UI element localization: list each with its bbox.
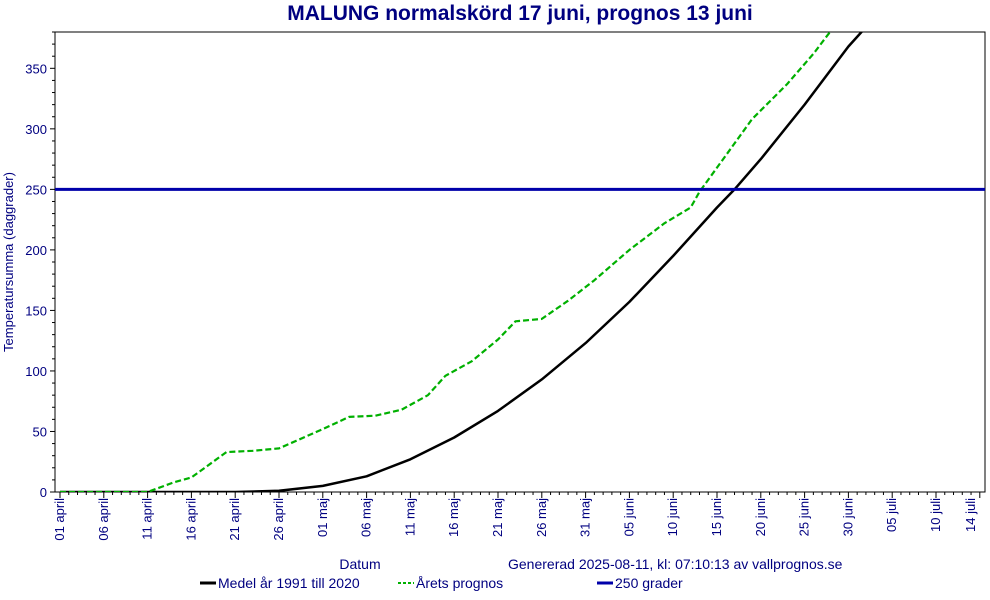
generated-note: Genererad 2025-08-11, kl: 07:10:13 av va…: [508, 556, 843, 572]
x-tick-label: 26 april: [271, 498, 286, 541]
y-tick-label: 300: [25, 122, 47, 137]
x-tick-label: 01 maj: [315, 498, 330, 537]
chart-title: MALUNG normalskörd 17 juni, prognos 13 j…: [287, 2, 753, 25]
x-tick-label: 16 maj: [446, 498, 461, 537]
series-line-1: [60, 32, 832, 492]
x-tick-label: 06 april: [96, 498, 111, 541]
x-tick-label: 11 april: [140, 498, 155, 540]
y-tick-label: 250: [25, 182, 47, 197]
x-tick-label: 10 juli: [928, 498, 943, 532]
legend-item: 250 grader: [597, 575, 683, 591]
y-tick-label: 350: [25, 61, 47, 76]
x-axis-label: Datum: [339, 556, 380, 572]
y-tick-label: 50: [33, 424, 47, 439]
legend: Medel år 1991 till 2020 Årets prognos 250 …: [200, 575, 683, 591]
y-tick-label: 0: [40, 485, 47, 500]
y-axis: 0 50 100 150 200 250 300 350: [25, 31, 55, 500]
y-tick-label: 200: [25, 243, 47, 258]
plot-area: [54, 31, 986, 493]
x-tick-label: 15 juni: [709, 498, 724, 536]
x-tick-label: 21 maj: [490, 498, 505, 537]
y-tick-label: 100: [25, 364, 47, 379]
x-axis: 01 april 06 april 11 april 16 april 21 april…: [52, 492, 981, 541]
x-tick-label: 21 april: [227, 498, 242, 541]
x-tick-label: 05 juni: [621, 498, 636, 536]
x-tick-label: 14 juli: [963, 498, 978, 532]
x-tick-label: 06 maj: [359, 498, 374, 537]
series-lines: [55, 32, 985, 492]
x-tick-label: 31 maj: [578, 498, 593, 537]
legend-label: 250 grader: [615, 575, 683, 591]
y-tick-label: 150: [25, 303, 47, 318]
x-tick-label: 11 maj: [402, 498, 417, 536]
x-tick-label: 25 juni: [797, 498, 812, 536]
x-tick-label: 01 april: [52, 498, 67, 541]
legend-item: Årets prognos: [398, 575, 503, 591]
legend-label: Årets prognos: [416, 575, 503, 591]
x-tick-label: 10 juni: [665, 498, 680, 536]
x-tick-label: 16 april: [183, 498, 198, 541]
x-tick-label: 30 juni: [840, 498, 855, 536]
series-line-0: [60, 32, 864, 492]
x-tick-label: 20 juni: [753, 498, 768, 536]
y-axis-label: Temperatursumma (daggrader): [1, 172, 16, 352]
x-tick-label: 26 maj: [534, 498, 549, 537]
legend-label: Medel år 1991 till 2020: [218, 575, 360, 591]
legend-item: Medel år 1991 till 2020: [200, 575, 360, 591]
x-tick-label: 05 juli: [884, 498, 899, 532]
